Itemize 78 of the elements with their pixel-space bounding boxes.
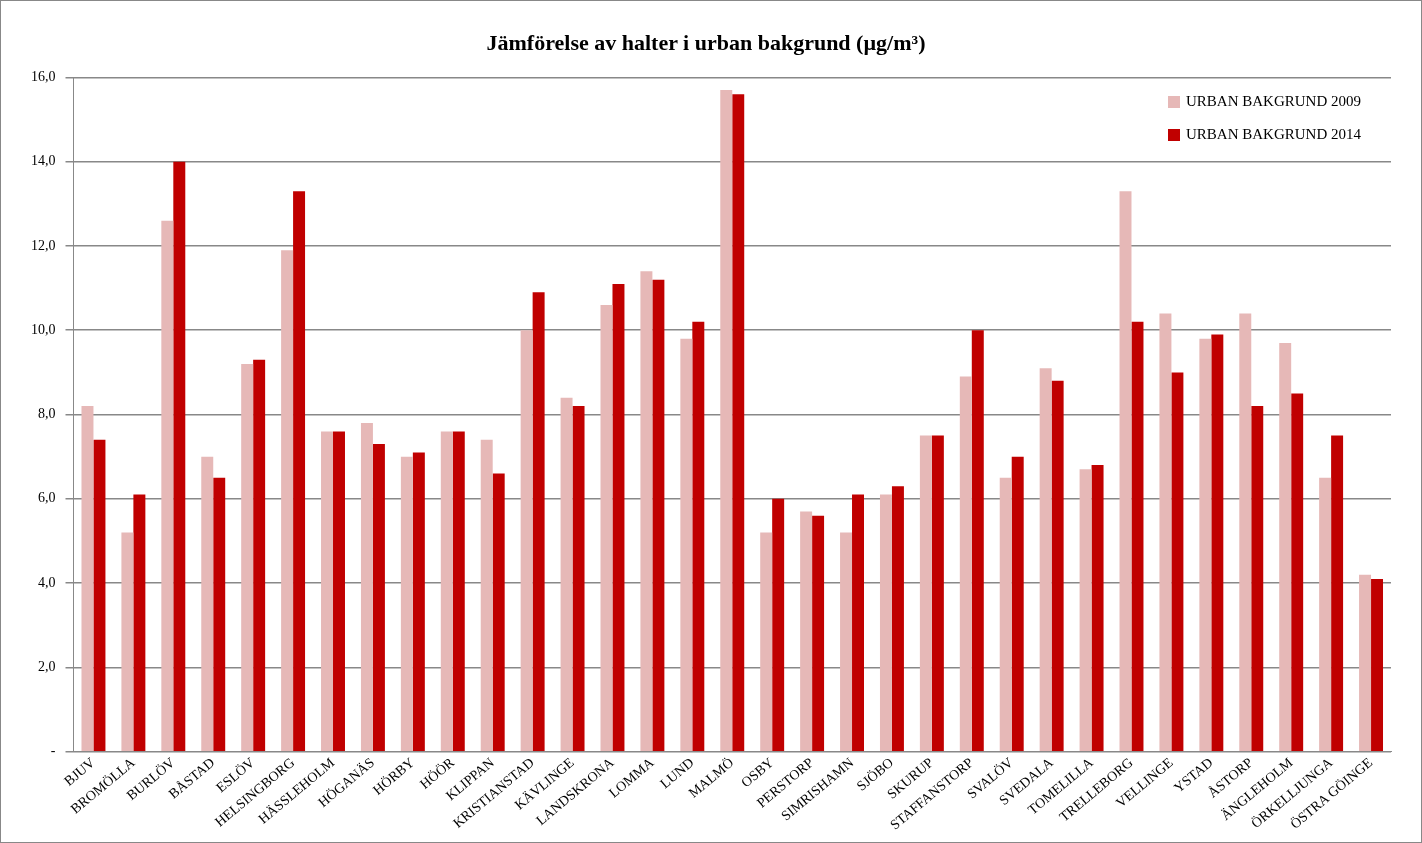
bar xyxy=(840,532,853,751)
bar xyxy=(201,456,214,751)
bar xyxy=(360,422,373,751)
bar xyxy=(760,532,773,751)
bar xyxy=(213,477,226,751)
bar xyxy=(133,494,146,751)
bar xyxy=(1239,313,1252,751)
bar xyxy=(480,439,493,751)
bar xyxy=(692,321,705,751)
bar xyxy=(253,359,266,751)
bar xyxy=(680,338,693,751)
bar xyxy=(1131,321,1144,751)
bar xyxy=(1039,368,1052,751)
bar xyxy=(1211,334,1224,751)
y-tick-label: 6,0 xyxy=(38,490,56,506)
y-tick-label: 2,0 xyxy=(38,659,56,675)
bar xyxy=(800,511,813,751)
bar xyxy=(440,431,453,751)
bar xyxy=(161,220,174,751)
bar xyxy=(919,435,932,751)
bar xyxy=(879,494,892,751)
bar xyxy=(81,406,94,751)
bar xyxy=(372,444,385,751)
bar xyxy=(652,279,665,751)
bar xyxy=(412,452,425,751)
bar xyxy=(1159,313,1172,751)
bar xyxy=(1091,465,1104,751)
bar xyxy=(93,439,106,751)
bar xyxy=(931,435,944,751)
bar xyxy=(1331,435,1344,751)
bar xyxy=(1251,406,1264,751)
y-tick-label: - xyxy=(50,743,56,759)
bar xyxy=(812,515,825,751)
bar xyxy=(1051,380,1064,751)
bar xyxy=(1011,456,1024,751)
bar xyxy=(1279,342,1292,751)
bar xyxy=(560,397,573,751)
legend-label: URBAN BAKGRUND 2009 xyxy=(1185,93,1361,110)
bar xyxy=(732,94,745,751)
y-tick-label: 14,0 xyxy=(31,153,56,169)
bar xyxy=(1371,578,1384,751)
bar xyxy=(891,486,904,751)
bar xyxy=(1359,574,1372,751)
y-tick-label: 8,0 xyxy=(38,406,56,422)
chart-title: Jämförelse av halter i urban bakgrund (µg/m³) xyxy=(486,29,926,55)
bar xyxy=(281,250,294,751)
y-tick-label: 12,0 xyxy=(31,237,56,253)
legend-label: URBAN BAKGRUND 2014 xyxy=(1185,126,1361,143)
bar xyxy=(600,304,613,751)
bar xyxy=(1319,477,1332,751)
bar xyxy=(971,330,984,751)
bar xyxy=(400,456,413,751)
bar xyxy=(321,431,334,751)
y-tick-label: 4,0 xyxy=(38,574,56,590)
bar xyxy=(121,532,134,751)
bar xyxy=(520,330,533,751)
bar xyxy=(241,363,254,751)
bar xyxy=(999,477,1012,751)
y-tick-label: 10,0 xyxy=(31,321,56,337)
bar xyxy=(1291,393,1304,751)
bar xyxy=(1119,191,1132,751)
bar xyxy=(173,161,186,751)
bar xyxy=(333,431,345,751)
bar xyxy=(452,431,465,751)
bar xyxy=(720,90,733,751)
bar xyxy=(492,473,505,751)
bar xyxy=(640,271,653,751)
bar xyxy=(959,376,972,751)
bar xyxy=(612,283,625,751)
bar xyxy=(1171,372,1184,751)
y-tick-label: 16,0 xyxy=(31,69,56,85)
bar xyxy=(852,494,864,751)
bar xyxy=(532,292,545,751)
bar xyxy=(1079,469,1092,751)
bar xyxy=(293,191,306,751)
bar xyxy=(572,406,585,751)
bar xyxy=(772,498,785,751)
bar xyxy=(1199,338,1212,751)
